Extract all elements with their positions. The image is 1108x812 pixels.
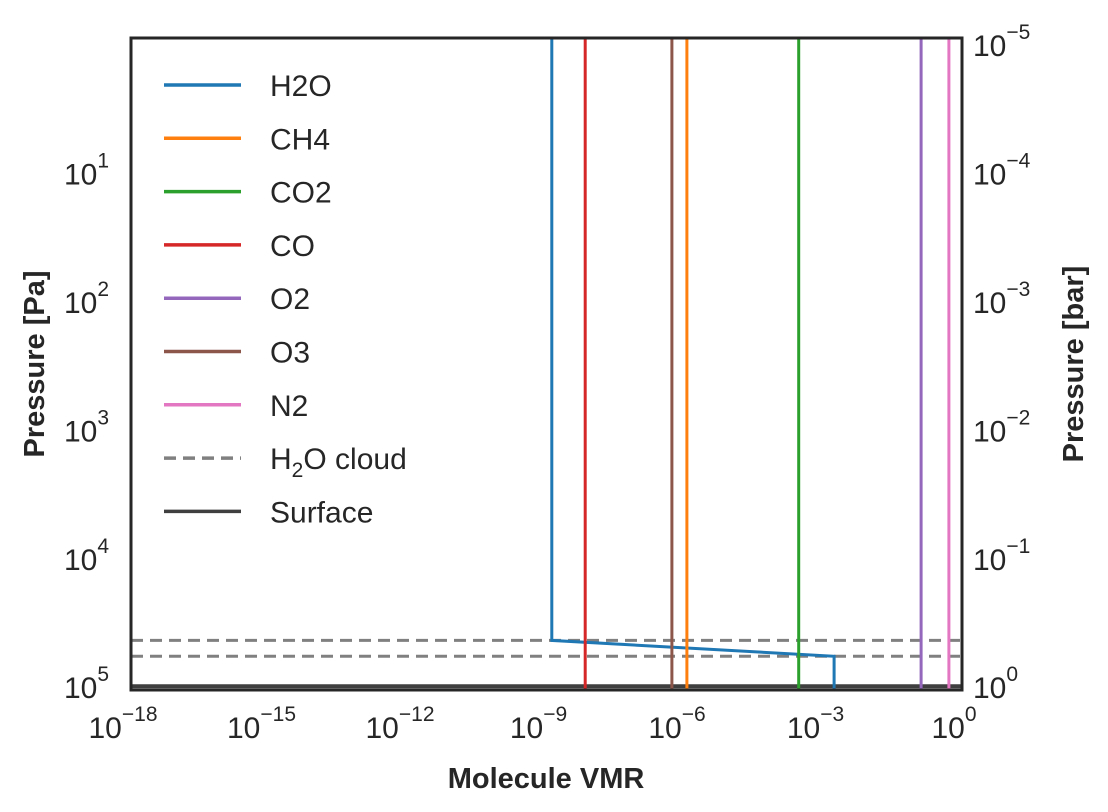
x-tick-label: 10−18	[89, 703, 158, 745]
y-tick-label-right: 10−3	[973, 278, 1030, 320]
x-tick-label: 10−6	[648, 703, 705, 745]
y-tick-label-right: 10−2	[973, 406, 1030, 448]
y-tick-labels-left: 101 102 103 104 105	[64, 149, 109, 705]
y-tick-label-right: 10−1	[973, 535, 1030, 577]
x-tick-label: 10−15	[227, 703, 296, 745]
y-tick-label-left: 101	[64, 149, 109, 191]
legend-item-surface: Surface	[164, 496, 373, 529]
legend-label: CO2	[270, 177, 332, 210]
legend-item-co2: CO2	[164, 177, 332, 210]
x-tick-label: 100	[931, 703, 976, 745]
plot-area	[131, 38, 962, 690]
legend-item-co: CO	[164, 230, 315, 263]
y-tick-label-right: 100	[973, 663, 1018, 705]
y-axis-label-left: Pressure [Pa]	[19, 271, 51, 458]
x-tick-label: 10−3	[787, 703, 844, 745]
legend-label: O2	[270, 283, 310, 316]
y-tick-label-right: 10−4	[973, 149, 1031, 191]
y-tick-labels-right: 10−5 10−4 10−3 10−2 10−1 100	[973, 21, 1031, 705]
y-axis-label-right: Pressure [bar]	[1058, 266, 1090, 463]
legend-label: CH4	[270, 123, 330, 156]
axes-frame	[129, 36, 964, 692]
legend-label: H2O	[270, 70, 332, 103]
legend-item-ch4: CH4	[164, 123, 330, 156]
legend-item-n2: N2	[164, 390, 308, 423]
legend-item-h2o-cloud: H2O cloud	[164, 443, 407, 482]
y-tick-label-left: 105	[64, 663, 109, 705]
y-tick-label-left: 103	[64, 406, 109, 448]
series-line-h2o	[550, 38, 836, 690]
y-tick-label-left: 102	[64, 278, 109, 320]
legend-item-o2: O2	[164, 283, 310, 316]
legend-item-o3: O3	[164, 337, 310, 370]
legend-label: H2O cloud	[270, 443, 407, 482]
x-axis-label: Molecule VMR	[448, 763, 645, 795]
y-tick-label-right: 10−5	[973, 21, 1030, 63]
x-tick-labels: 10−18 10−15 10−12 10−9 10−6 10−3 100	[89, 703, 977, 745]
legend-label: N2	[270, 390, 308, 423]
legend-label: Surface	[270, 496, 373, 529]
y-tick-label-left: 104	[64, 535, 109, 577]
legend-label: O3	[270, 337, 310, 370]
legend-item-h2o: H2O	[164, 70, 332, 103]
legend: H2O CH4 CO2 CO O2 O3 N2 H2O cloud Surface	[164, 70, 407, 529]
x-tick-label: 10−9	[510, 703, 567, 745]
x-tick-label: 10−12	[366, 703, 435, 745]
legend-label: CO	[270, 230, 315, 263]
